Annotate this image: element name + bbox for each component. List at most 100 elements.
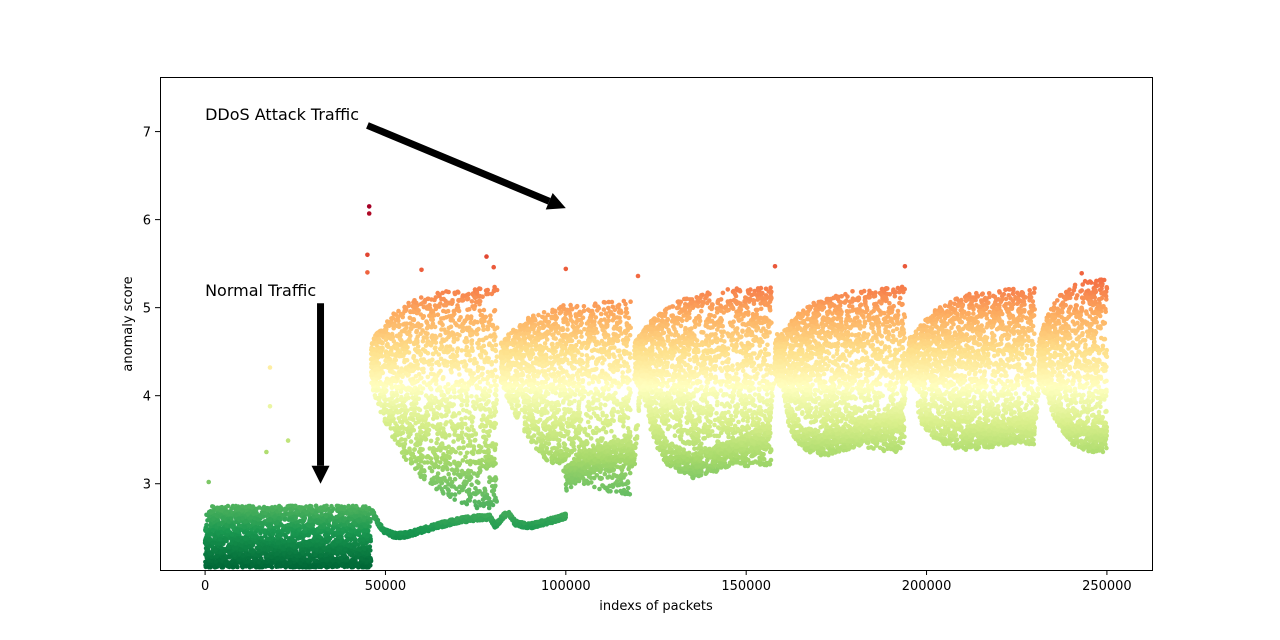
data-point: [262, 546, 267, 551]
data-point: [397, 426, 403, 432]
data-point: [390, 434, 395, 440]
data-point: [475, 319, 480, 325]
data-point: [464, 325, 470, 331]
data-point: [452, 497, 458, 502]
data-point: [294, 563, 300, 569]
data-point: [226, 554, 232, 560]
data-point: [453, 468, 458, 473]
data-point: [420, 328, 425, 333]
data-point: [242, 536, 248, 541]
data-point: [579, 334, 584, 339]
data-point: [275, 519, 280, 525]
data-point: [431, 351, 436, 357]
data-point: [282, 506, 288, 512]
data-point: [321, 545, 327, 551]
data-point: [280, 545, 286, 550]
data-point: [454, 379, 459, 385]
data-point: [472, 438, 478, 443]
data-point: [207, 551, 213, 556]
data-point: [493, 421, 499, 427]
data-point: [425, 296, 431, 302]
data-point: [601, 307, 607, 312]
data-point: [475, 374, 481, 380]
data-point: [492, 476, 498, 482]
data-point: [275, 540, 281, 545]
data-point: [256, 548, 261, 554]
data-point: [310, 557, 316, 562]
data-point: [383, 323, 388, 329]
data-point: [226, 549, 232, 555]
data-point: [340, 527, 346, 532]
data-point: [410, 395, 416, 401]
data-point: [483, 423, 489, 429]
data-point: [283, 562, 289, 568]
data-point: [352, 545, 357, 551]
data-point: [440, 476, 446, 481]
data-point: [276, 562, 282, 567]
data-point: [476, 480, 481, 486]
data-point: [300, 550, 306, 555]
data-point: [323, 513, 329, 519]
data-point: [358, 524, 364, 530]
data-point: [389, 385, 395, 391]
data-point: [450, 414, 455, 419]
data-point: [435, 387, 440, 393]
data-point: [418, 295, 424, 300]
data-point: [390, 378, 396, 383]
data-point: [481, 413, 486, 419]
data-point: [378, 349, 383, 355]
data-point: [448, 354, 454, 360]
data-point: [432, 376, 437, 382]
data-point: [606, 305, 611, 311]
data-point: [493, 334, 498, 340]
data-point: [313, 510, 319, 516]
data-point: [443, 302, 449, 308]
data-point: [390, 315, 396, 321]
data-point: [459, 359, 465, 365]
data-point: [444, 405, 450, 411]
data-point: [627, 332, 633, 338]
data-point: [348, 528, 354, 533]
data-point: [294, 553, 300, 559]
data-point: [349, 516, 354, 522]
data-point: [480, 371, 485, 377]
data-point: [217, 562, 222, 568]
data-point: [399, 437, 404, 442]
data-point: [203, 525, 209, 530]
data-point: [346, 537, 351, 542]
data-point: [410, 417, 416, 423]
data-point: [439, 456, 445, 461]
data-point: [472, 306, 477, 312]
data-point: [326, 547, 332, 553]
data-point: [446, 492, 452, 498]
data-point: [494, 354, 500, 360]
data-point: [304, 509, 310, 515]
data-point: [289, 542, 294, 548]
data-point: [453, 321, 458, 326]
data-point: [444, 289, 449, 294]
data-point: [225, 503, 231, 509]
data-point: [466, 291, 472, 297]
data-point: [236, 516, 241, 522]
data-point: [493, 342, 499, 348]
data-point: [252, 534, 258, 539]
data-point: [477, 308, 483, 314]
data-point: [413, 374, 419, 379]
data-point: [246, 530, 251, 535]
data-point: [365, 533, 370, 539]
data-point: [459, 424, 464, 430]
data-point: [206, 565, 212, 570]
data-point: [492, 382, 498, 388]
data-point: [236, 506, 241, 511]
data-point: [390, 418, 396, 424]
data-point: [428, 438, 434, 444]
data-point: [483, 443, 489, 448]
data-point: [397, 384, 402, 390]
data-point: [424, 423, 429, 428]
data-point: [210, 541, 216, 546]
data-point: [213, 547, 218, 553]
data-point: [472, 295, 478, 301]
data-point: [324, 556, 330, 562]
data-point: [448, 359, 454, 365]
data-point: [427, 313, 432, 319]
